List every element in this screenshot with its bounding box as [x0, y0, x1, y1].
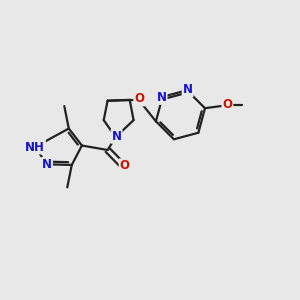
Text: O: O — [120, 159, 130, 172]
Text: O: O — [222, 98, 233, 111]
Text: N: N — [112, 130, 122, 143]
Text: NH: NH — [25, 140, 45, 154]
Text: N: N — [42, 158, 52, 171]
Text: N: N — [183, 83, 193, 96]
Text: N: N — [157, 91, 166, 104]
Text: O: O — [134, 92, 144, 105]
